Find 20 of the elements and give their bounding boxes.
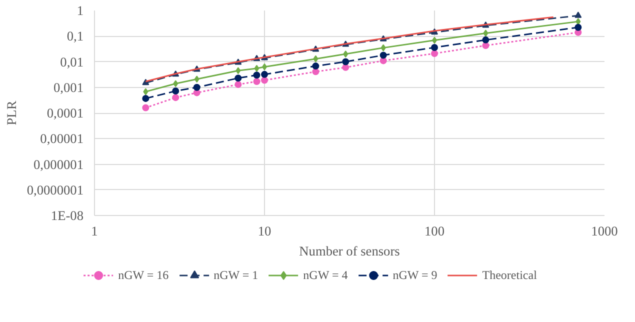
legend-label: nGW = 4 [303, 268, 348, 282]
x-tick-label: 10 [258, 224, 272, 238]
y-tick-label: 0,00001 [40, 131, 84, 146]
x-tick-label: 100 [424, 224, 445, 238]
legend-label: nGW = 16 [118, 268, 169, 282]
x-tick-label: 1 [91, 224, 98, 238]
y-tick-label: 0,1 [66, 28, 84, 44]
y-tick-label: 0,0001 [46, 106, 84, 120]
y-axis-title: PLR [4, 100, 19, 126]
y-tick-label: 0,001 [54, 80, 84, 95]
x-tick-label: 1000 [591, 224, 618, 238]
y-tick-label: 0,01 [60, 54, 84, 70]
y-tick-label: 1E-08 [50, 208, 84, 223]
y-tick-label: 0,000001 [34, 156, 84, 172]
y-tick-label: 1 [76, 3, 84, 18]
x-axis-title: Number of sensors [299, 244, 400, 258]
legend-label: nGW = 1 [214, 268, 258, 282]
legend-label: Theoretical [482, 268, 537, 282]
y-tick-label: 0,0000001 [26, 182, 84, 198]
legend-label: nGW = 9 [392, 268, 438, 282]
